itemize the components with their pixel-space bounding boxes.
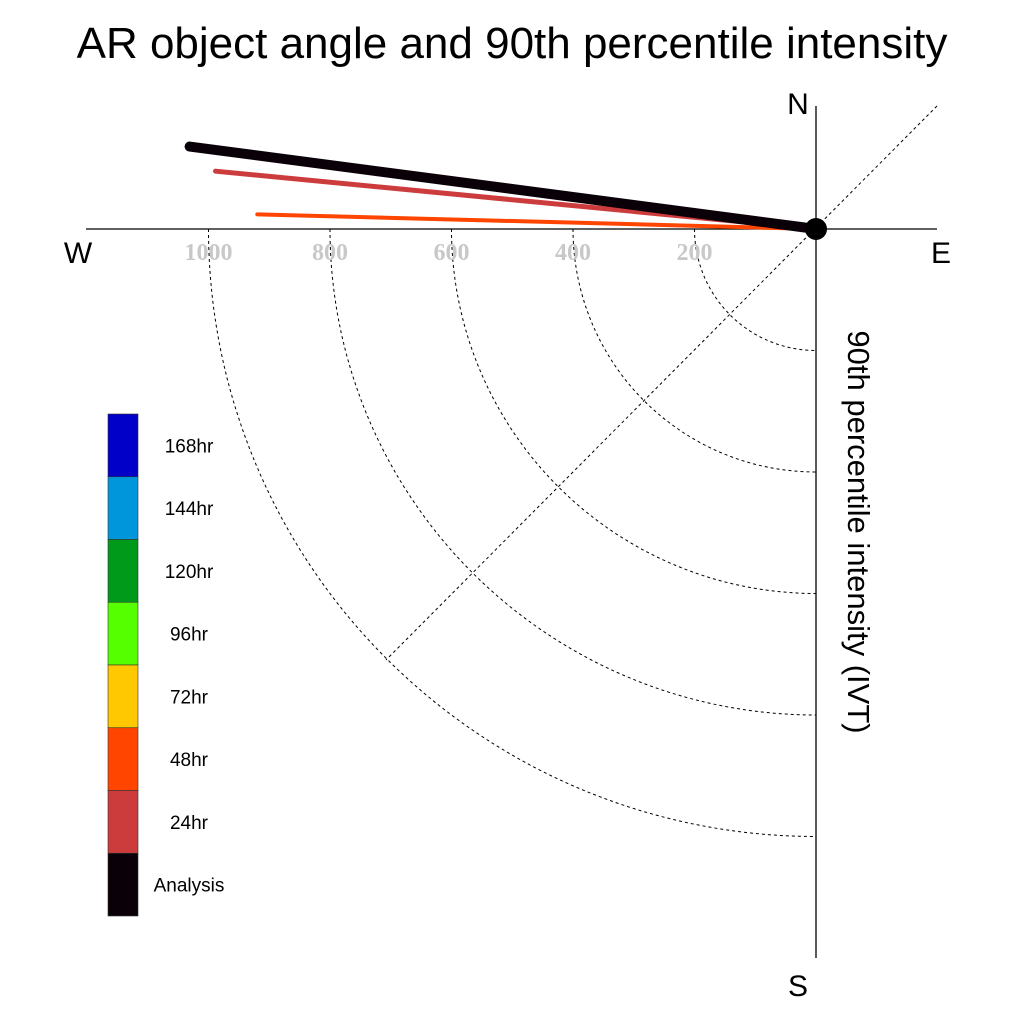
grid-arc-1000 [208, 228, 817, 837]
series-line-analysis [184, 141, 821, 234]
legend-swatch-48hr [107, 727, 139, 791]
y-axis-label: 90th percentile intensity (IVT) [841, 330, 876, 733]
legend-label: 168hr [165, 436, 214, 457]
grid-arc-400 [572, 228, 817, 473]
grid-arc-600 [451, 228, 817, 594]
legend-label: 24hr [170, 813, 209, 834]
grid-arc-800 [329, 228, 817, 716]
legend-swatch-24hr [107, 790, 139, 854]
legend-swatch-120hr [107, 539, 139, 603]
legend-swatch-96hr [107, 601, 139, 666]
radial-tick-label: 800 [312, 240, 348, 266]
origin-marker [805, 218, 827, 240]
compass-north-label: N [787, 88, 809, 121]
legend-label: 144hr [165, 499, 214, 520]
radial-tick-label: 200 [677, 240, 713, 266]
polar-grid [208, 228, 817, 837]
legend: 168hr 144hr 120hr 96hr 72hr 48hr 24hr Analysis [107, 413, 225, 917]
radial-tick-label: 1000 [185, 240, 233, 266]
legend-swatch-168hr [107, 413, 139, 478]
compass-south-label: S [788, 970, 808, 1003]
legend-label: 72hr [170, 687, 209, 708]
legend-label: 120hr [165, 562, 214, 583]
legend-swatch-72hr [107, 664, 139, 729]
series-line-48hr [255, 212, 818, 231]
radial-tick-labels: 200 400 600 800 1000 [185, 240, 713, 266]
legend-label: 96hr [170, 625, 209, 646]
compass-east-label: E [931, 237, 951, 270]
grid-arc-200 [694, 228, 817, 351]
radial-tick-label: 600 [434, 240, 470, 266]
diagonal-guide [385, 105, 938, 661]
legend-label: Analysis [154, 876, 225, 897]
series-lines [184, 141, 821, 234]
chart-title: AR object angle and 90th percentile inte… [77, 19, 948, 68]
legend-label: 48hr [170, 750, 209, 771]
legend-swatch-analysis [107, 852, 139, 917]
compass-west-label: W [64, 237, 93, 270]
legend-swatch-144hr [107, 476, 139, 540]
radial-tick-label: 400 [555, 240, 591, 266]
